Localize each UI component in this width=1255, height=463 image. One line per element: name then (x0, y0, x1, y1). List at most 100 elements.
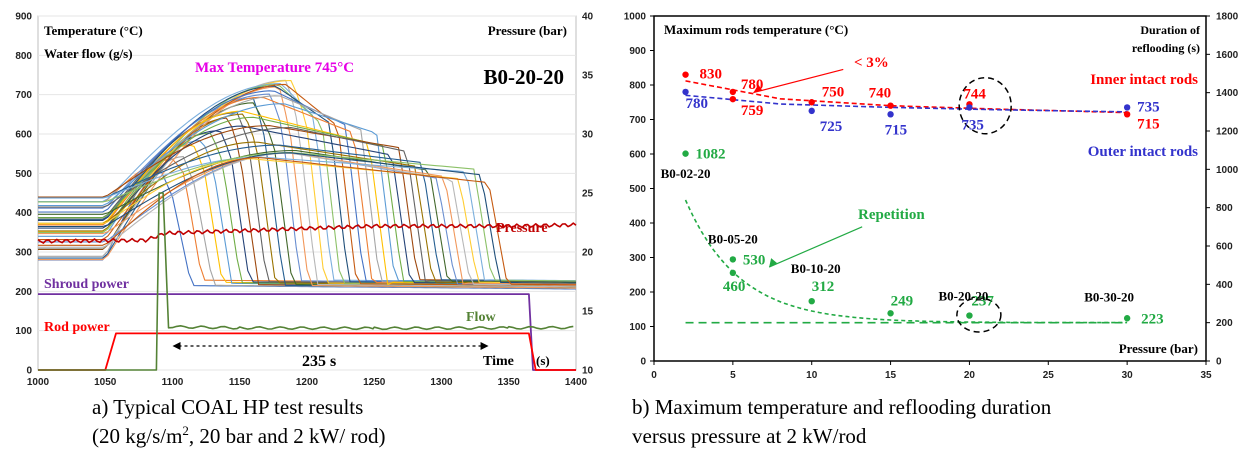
panel-b-caption-line1: b) Maximum temperature and reflooding du… (632, 395, 1052, 419)
duration-data-label: 237 (971, 294, 994, 310)
x-tick-label: 0 (651, 370, 657, 381)
test-id-label: B0-30-20 (1084, 290, 1134, 305)
y-tick-label-right: 25 (582, 189, 594, 200)
x-tick-label: 15 (885, 370, 897, 381)
test-id-label: B0-10-20 (791, 261, 841, 276)
x-tick-label: 1150 (229, 377, 251, 388)
temperature-curves (38, 79, 577, 290)
y-tick-label-right: 600 (1216, 242, 1233, 253)
panel-b-ticks: 0 5 10 15 20 25 30 35 0 100 200 300 400 500 600 700 800 9… (624, 12, 1239, 382)
y-tick-label-left: 1000 (624, 12, 647, 23)
panel-b-right-title-line2: reflooding (s) (1132, 41, 1200, 55)
panel-b-x-axis-label: Pressure (bar) (1119, 341, 1198, 356)
percentage-arrow-line (753, 68, 844, 94)
inner-data-label: 744 (963, 86, 986, 102)
y-tick-label-left: 0 (640, 357, 646, 368)
y-tick-label-left: 500 (15, 169, 32, 180)
temperature-curve (38, 156, 576, 282)
panel-a-chart: 1000 1050 1100 1150 1200 1250 1300 1350 1400 0 100… (15, 12, 593, 449)
time-label: Time (483, 354, 514, 369)
x-tick-label: 1400 (565, 377, 588, 388)
outer-point (808, 107, 815, 115)
y-tick-label-left: 400 (629, 219, 646, 230)
inner-point (887, 102, 894, 109)
y-tick-label-right: 1400 (1216, 88, 1239, 99)
outer-data-label: 780 (686, 96, 709, 112)
test-id-label: B0-20-20 (484, 65, 565, 89)
y-tick-label-right: 40 (582, 12, 594, 23)
panel-a-ticks: 1000 1050 1100 1150 1200 1250 1300 1350 1400 0 100… (15, 12, 593, 389)
panel-b-right-title-line1: Duration of (1140, 23, 1201, 37)
x-tick-label: 30 (1122, 370, 1134, 381)
right-axis-label-pressure: Pressure (bar) (488, 23, 567, 38)
x-tick-label: 20 (964, 370, 976, 381)
y-tick-label-right: 10 (582, 366, 594, 377)
temperature-curve (38, 157, 576, 286)
y-tick-label-left: 300 (15, 248, 32, 259)
y-tick-label-right: 0 (1216, 357, 1222, 368)
duration-label: 235 s (302, 353, 336, 370)
duration-point (808, 298, 815, 305)
temperature-curve (38, 152, 576, 284)
x-tick-label: 35 (1200, 370, 1212, 381)
inner-trend-line (685, 80, 1128, 114)
outer-data-label: 735 (961, 117, 984, 133)
highlight-circle-duration (956, 297, 1002, 333)
y-tick-label-left: 700 (629, 115, 646, 126)
outer-point (1123, 104, 1131, 111)
duration-trend-line (684, 199, 1128, 324)
y-tick-label-right: 1200 (1216, 127, 1239, 138)
repetition-arrow-line (768, 226, 863, 268)
duration-data-label: 223 (1141, 311, 1164, 327)
y-tick-label-right: 20 (582, 248, 594, 259)
y-tick-label-left: 100 (629, 322, 646, 333)
duration-data-label: 312 (812, 279, 835, 295)
y-tick-label-left: 0 (26, 366, 32, 377)
repetition-arrow-head (769, 258, 778, 268)
duration-point (682, 150, 689, 157)
x-tick-label: 1100 (162, 377, 184, 388)
inner-data-label: 715 (1137, 116, 1160, 132)
inner-data-label: 830 (700, 67, 723, 83)
panel-a-caption-line2: (20 kg/s/m2, 20 bar and 2 kW/ rod) (92, 423, 385, 448)
highlight-circle-temperature (958, 76, 1012, 135)
temperature-curve (38, 149, 576, 283)
x-tick-label: 1200 (296, 377, 319, 388)
y-tick-label-left: 500 (629, 184, 646, 195)
percentage-label: < 3% (854, 55, 889, 71)
test-id-label: B0-02-20 (661, 166, 711, 181)
y-tick-label-left: 700 (15, 90, 32, 101)
panel-b-left-title: Maximum rods temperature (°C) (664, 22, 848, 37)
left-axis-label-water-flow: Water flow (g/s) (44, 46, 133, 61)
duration-point (729, 269, 737, 277)
inner-data-label: 780 (741, 77, 764, 93)
y-tick-label-right: 1600 (1216, 50, 1239, 61)
y-tick-label-right: 15 (582, 307, 594, 318)
duration-point (887, 310, 894, 317)
inner-point (729, 95, 737, 103)
max-temperature-label: Max Temperature 745°C (195, 60, 354, 76)
y-tick-label-right: 800 (1216, 203, 1233, 214)
y-tick-label-left: 400 (15, 208, 32, 219)
y-tick-label-right: 1000 (1216, 165, 1239, 176)
duration-data-label: 530 (743, 252, 766, 268)
inner-data-label: 759 (741, 103, 764, 119)
outer-point (887, 111, 894, 118)
x-tick-label: 1050 (94, 377, 117, 388)
y-tick-label-left: 200 (629, 288, 646, 299)
duration-point (729, 256, 737, 263)
panel-b-plot-area (653, 15, 1207, 362)
duration-data-label: 460 (723, 279, 746, 295)
panel-b-chart: 0 5 10 15 20 25 30 35 0 100 200 300 400 500 600 700 800 9… (624, 12, 1239, 449)
inner-point (808, 99, 815, 106)
y-tick-label-left: 100 (15, 326, 32, 337)
rod-power-label: Rod power (44, 320, 110, 335)
outer-point (966, 104, 973, 111)
temperature-curve (38, 152, 576, 286)
repetition-label: Repetition (858, 207, 925, 223)
outer-rods-label: Outer intact rods (1088, 144, 1198, 160)
outer-data-label: 735 (1137, 99, 1160, 115)
left-axis-label-temperature: Temperature (°C) (44, 23, 143, 38)
